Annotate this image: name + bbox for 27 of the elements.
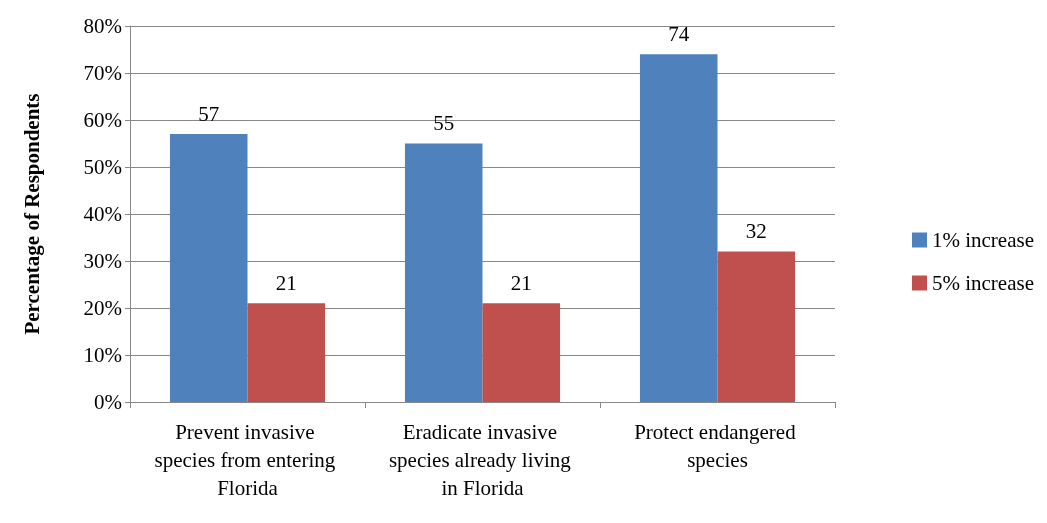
y-tick-label: 30% — [83, 249, 122, 273]
y-axis-title: Percentage of Respondents — [19, 93, 44, 335]
y-tick-label: 40% — [83, 202, 122, 226]
bar — [717, 251, 796, 402]
y-tick-label: 0% — [94, 390, 122, 414]
bar — [404, 143, 483, 402]
y-tick-label: 10% — [83, 343, 122, 367]
data-label: 21 — [510, 270, 532, 295]
y-tick-label: 20% — [83, 296, 122, 320]
data-label: 55 — [433, 111, 455, 135]
x-tick-label: Prevent invasive species from entering Florida — [154, 420, 341, 500]
data-label: 32 — [745, 219, 767, 244]
bar — [482, 303, 561, 402]
x-tick-label: Eradicate invasive species already living in Florida — [388, 420, 577, 500]
y-tick-label: 70% — [83, 61, 122, 85]
legend-label: 1% increase — [931, 228, 1034, 252]
bar — [169, 134, 248, 402]
data-label: 74 — [668, 21, 690, 46]
bar — [247, 303, 326, 402]
legend-label: 5% increase — [931, 271, 1034, 295]
y-tick-label: 60% — [83, 108, 122, 132]
y-tick-label: 50% — [83, 155, 122, 179]
data-label: 57 — [198, 101, 220, 126]
y-tick-label: 80% — [83, 14, 122, 38]
bar — [639, 54, 718, 402]
data-label: 21 — [275, 270, 297, 295]
x-tick-label: Protect endangered species — [634, 420, 801, 472]
